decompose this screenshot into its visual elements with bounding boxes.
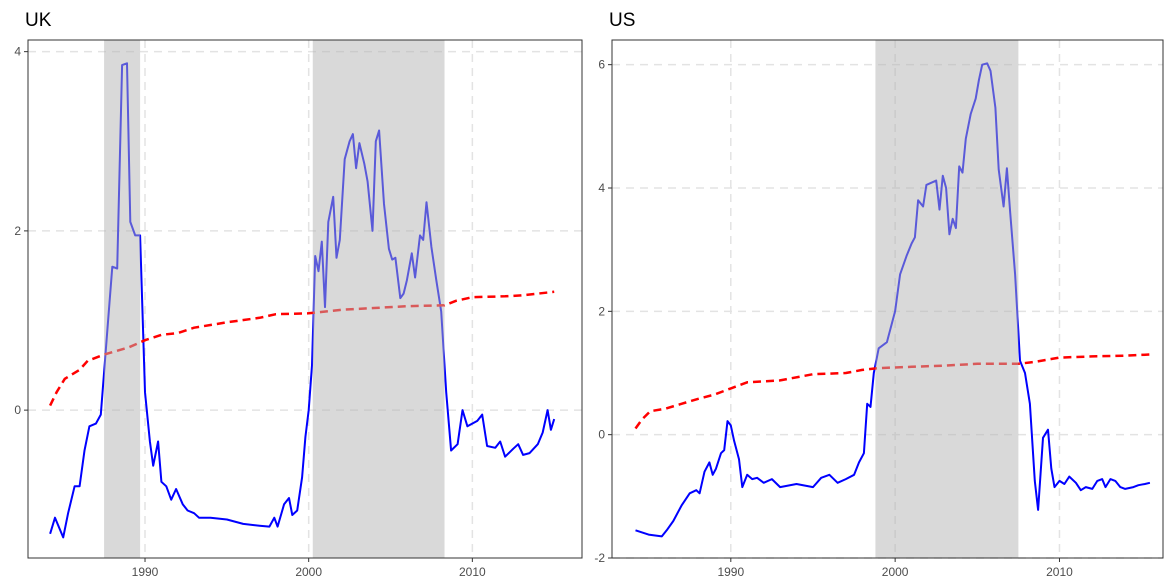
panel-border (611, 39, 1164, 559)
panel: UK 0 2 4 1990 2000 2010 (14, 10, 583, 579)
x-tick-label: 1990 (132, 565, 159, 579)
y-tick-label: 0 (598, 428, 605, 442)
x-tick-label: 2000 (882, 565, 909, 579)
shaded-region (104, 40, 141, 558)
panel-title: US (609, 10, 635, 31)
x-tick-label: 2000 (295, 565, 322, 579)
x-tick-label: 2010 (1046, 565, 1073, 579)
shaded-region (312, 40, 445, 558)
panel-title: UK (25, 10, 52, 31)
x-tick-label: 2010 (459, 565, 486, 579)
y-tick-label: 0 (14, 403, 21, 417)
y-tick-label: 2 (598, 304, 605, 318)
shaded-region (875, 40, 1019, 558)
data-line (48, 290, 555, 407)
y-tick-label: 2 (14, 224, 21, 238)
y-tick-label: 4 (14, 45, 21, 59)
y-tick-label: 6 (598, 58, 605, 72)
panel-border (27, 39, 583, 559)
panel: US -2 0 2 4 6 1990 2000 2010 (594, 10, 1164, 579)
y-tick-label: 4 (598, 181, 605, 195)
data-line (634, 353, 1150, 430)
y-tick-label: -2 (594, 551, 605, 565)
x-tick-label: 1990 (717, 565, 744, 579)
